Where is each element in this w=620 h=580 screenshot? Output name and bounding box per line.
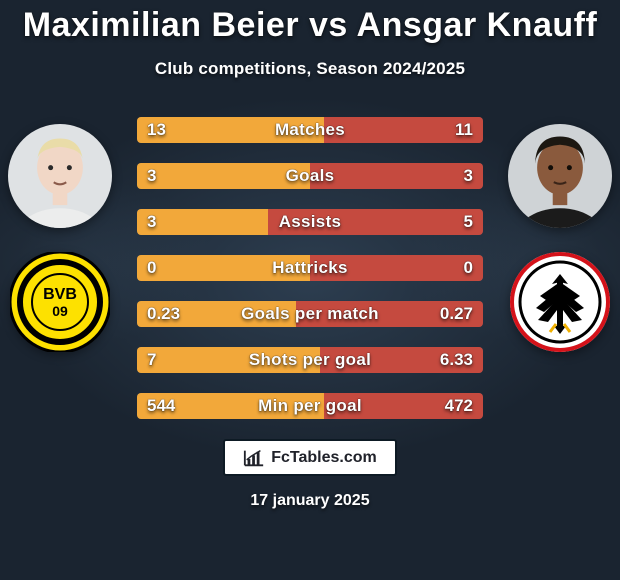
stat-right-value: 5	[464, 212, 473, 232]
player-right-name: Ansgar Knauff	[357, 6, 598, 44]
stat-left-value: 0.23	[147, 304, 180, 324]
vs-separator: vs	[309, 6, 348, 44]
stat-left-value: 544	[147, 396, 175, 416]
stat-row: 0 Hattricks 0	[137, 255, 483, 281]
svg-text:BVB: BVB	[43, 286, 77, 303]
player-left-avatar	[8, 124, 112, 228]
comparison-title: Maximilian Beier vs Ansgar Knauff	[0, 0, 620, 45]
stat-right-fill	[310, 163, 483, 189]
stat-left-value: 3	[147, 212, 156, 232]
stat-row: 544 Min per goal 472	[137, 393, 483, 419]
stat-row: 3 Goals 3	[137, 163, 483, 189]
date-label: 17 january 2025	[0, 492, 620, 510]
stat-row: 13 Matches 11	[137, 117, 483, 143]
stat-label: Goals	[286, 166, 335, 186]
stat-right-value: 0	[464, 258, 473, 278]
stat-row: 0.23 Goals per match 0.27	[137, 301, 483, 327]
stat-right-value: 11	[455, 120, 473, 140]
source-badge: FcTables.com	[223, 439, 397, 476]
stat-right-value: 3	[464, 166, 473, 186]
stat-label: Matches	[275, 120, 345, 140]
stat-label: Min per goal	[258, 396, 362, 416]
stat-right-value: 0.27	[440, 304, 473, 324]
stat-right-value: 6.33	[440, 350, 473, 370]
stat-row: 3 Assists 5	[137, 209, 483, 235]
subtitle: Club competitions, Season 2024/2025	[0, 59, 620, 79]
stat-label: Goals per match	[241, 304, 379, 324]
player-left-name: Maximilian Beier	[23, 6, 299, 44]
chart-icon	[243, 448, 265, 468]
stat-left-fill	[137, 209, 268, 235]
player-right-avatar	[508, 124, 612, 228]
stat-row: 7 Shots per goal 6.33	[137, 347, 483, 373]
stat-label: Shots per goal	[249, 350, 371, 370]
stat-label: Hattricks	[272, 258, 347, 278]
stat-right-value: 472	[445, 396, 473, 416]
club-right-logo	[510, 252, 610, 352]
stat-left-value: 0	[147, 258, 156, 278]
stat-left-value: 7	[147, 350, 156, 370]
club-left-logo: BVB 09	[10, 252, 110, 352]
stat-left-fill	[137, 163, 310, 189]
stat-left-value: 3	[147, 166, 156, 186]
svg-text:09: 09	[52, 303, 68, 319]
source-text: FcTables.com	[271, 449, 377, 467]
stat-label: Assists	[279, 212, 342, 232]
stats-table: 13 Matches 11 3 Goals 3 3 Assists 5 0 Hattricks 0 0.…	[137, 117, 483, 419]
stat-left-value: 13	[147, 120, 166, 140]
